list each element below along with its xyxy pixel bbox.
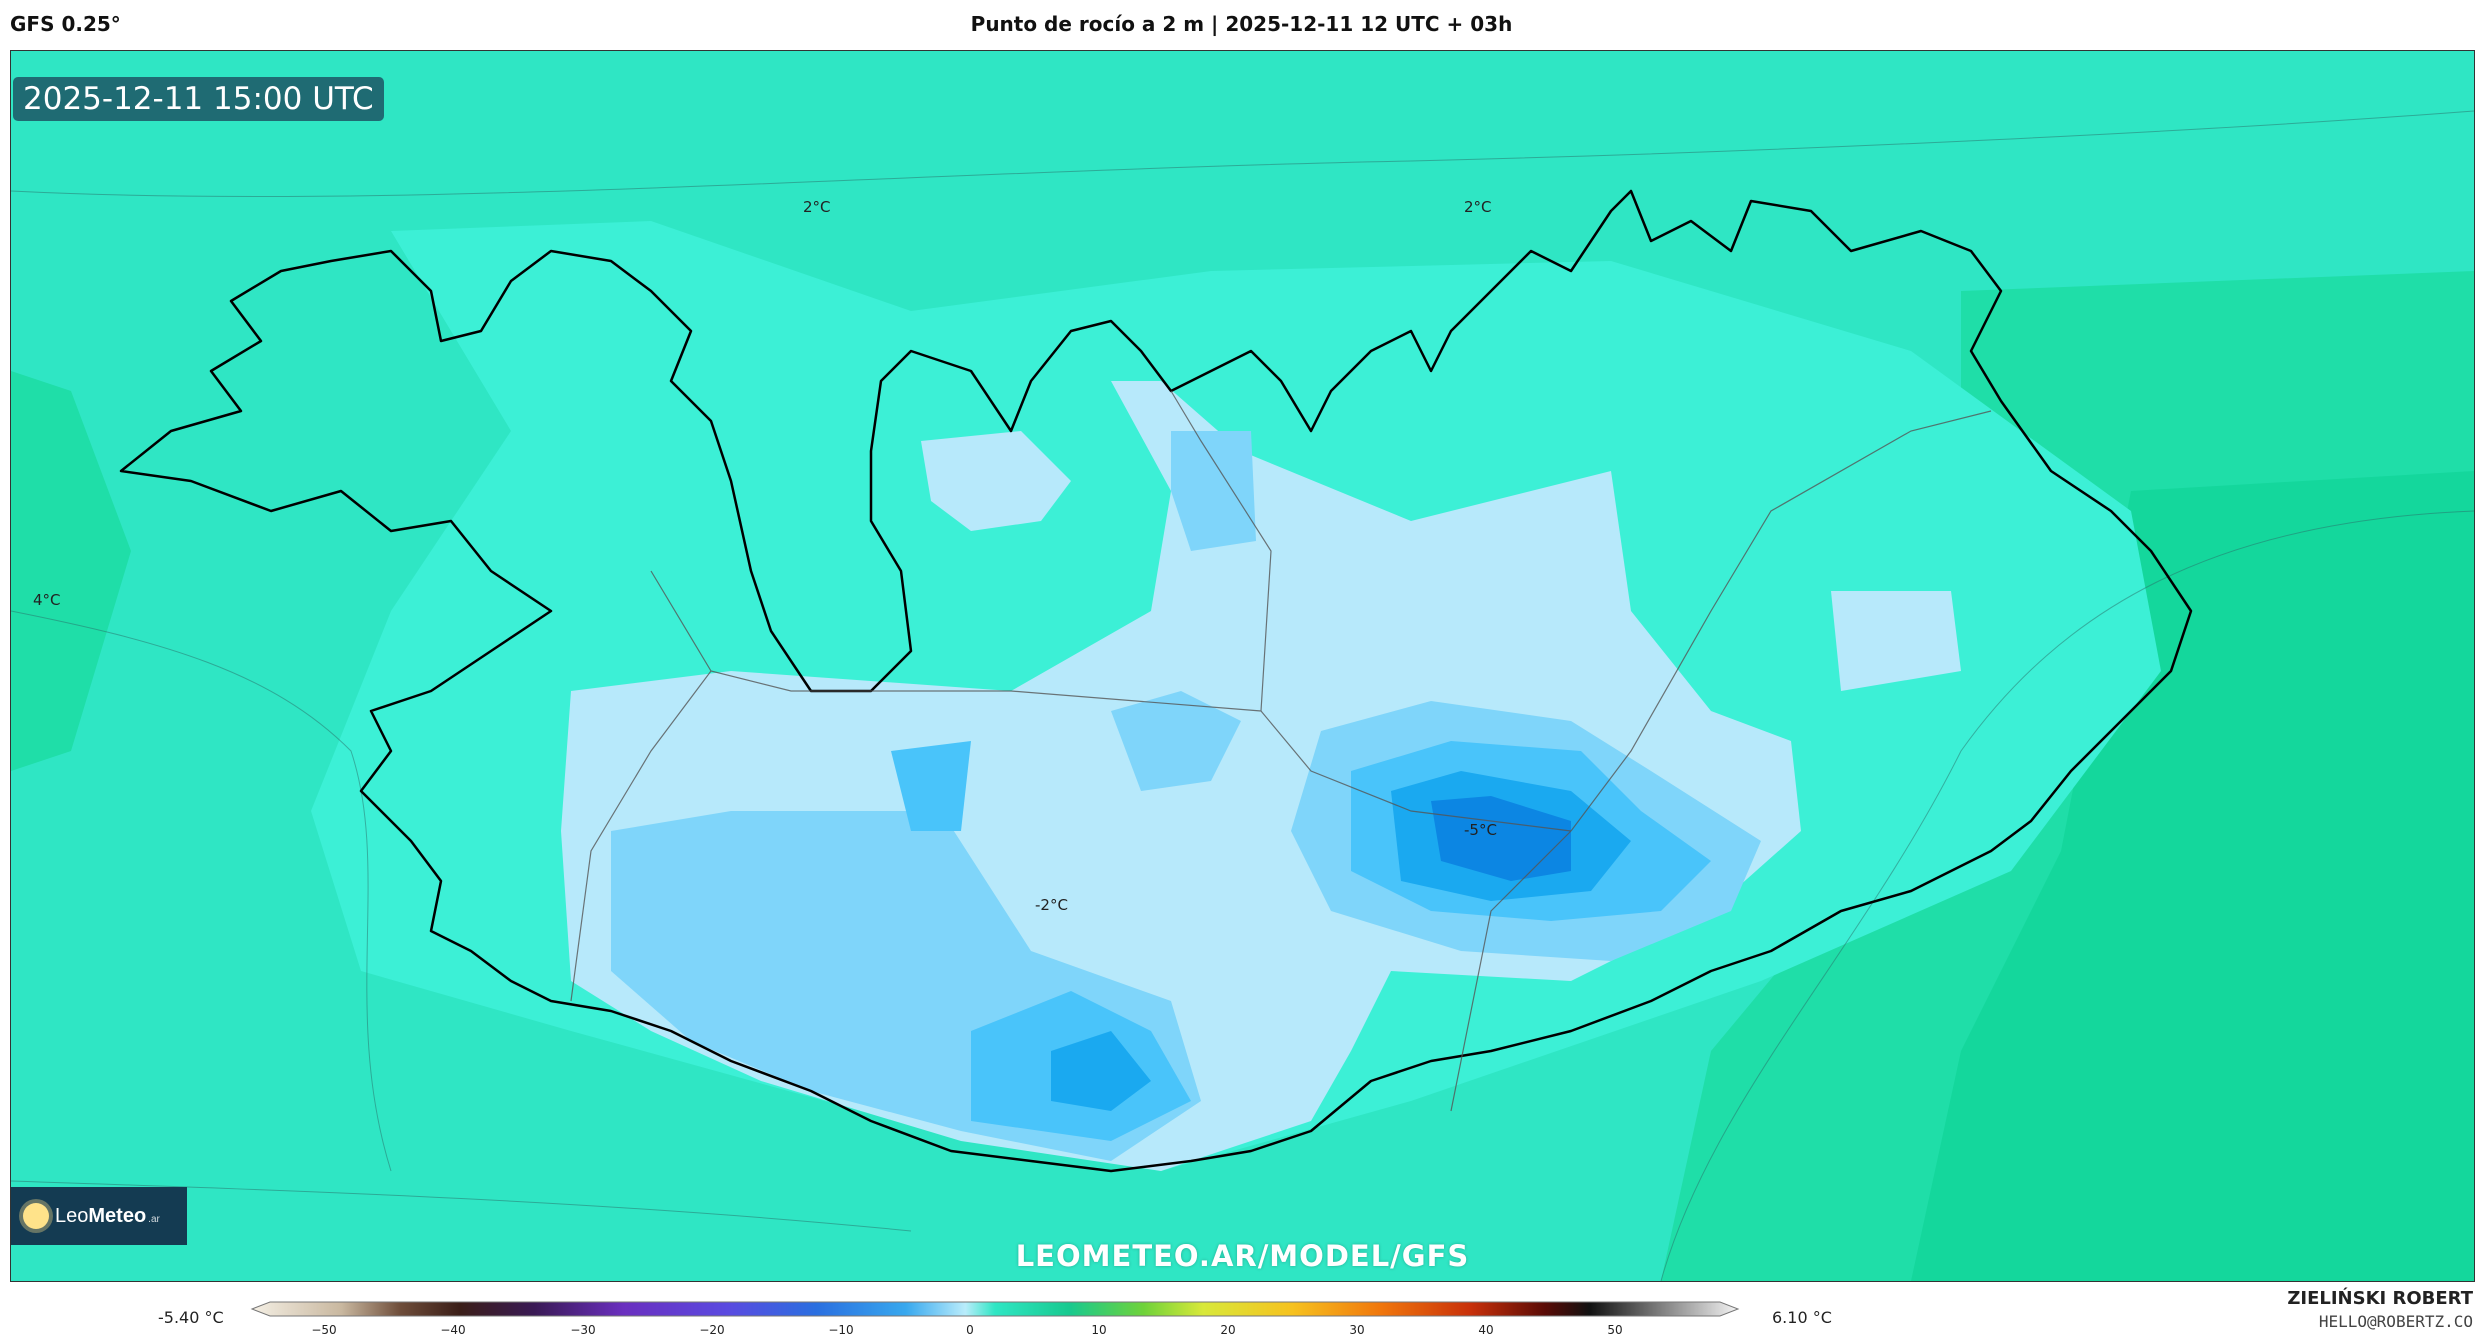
author-email[interactable]: HELLO@ROBERTZ.CO — [2318, 1312, 2473, 1331]
contour-label: 2°C — [1464, 198, 1492, 216]
author-name: ZIELIŃSKI ROBERT — [2287, 1288, 2473, 1309]
scale-tick: 30 — [1349, 1323, 1365, 1337]
valid-time-badge: 2025-12-11 15:00 UTC — [13, 77, 384, 121]
contour-label: -5°C — [1464, 821, 1497, 839]
scale-tick: −10 — [828, 1323, 854, 1337]
contour-label: -2°C — [1035, 896, 1068, 914]
map-title: Punto de rocío a 2 m | 2025-12-11 12 UTC… — [970, 12, 1513, 36]
leometeo-logo[interactable]: LeoMeteo .ar — [11, 1187, 187, 1245]
scale-tick: −50 — [311, 1323, 337, 1337]
scale-tick: −30 — [570, 1323, 596, 1337]
sun-icon — [23, 1203, 49, 1229]
scale-tick: 0 — [966, 1323, 974, 1337]
model-label: GFS 0.25° — [10, 12, 121, 36]
map-panel[interactable]: 2025-12-11 15:00 UTC 2°C 2°C 4°C -5°C -2… — [10, 50, 2475, 1282]
color-scale-bar — [250, 1301, 1740, 1317]
scale-tick: 10 — [1091, 1323, 1107, 1337]
legend-max-label: 6.10 °C — [1772, 1308, 1832, 1327]
source-watermark: LEOMETEO.AR/MODEL/GFS — [1015, 1239, 1470, 1273]
contour-label: 2°C — [803, 198, 831, 216]
legend-min-label: -5.40 °C — [158, 1308, 224, 1327]
scale-ticks: −50 −40 −30 −20 −10 0 10 20 30 40 50 — [0, 1323, 2483, 1337]
dewpoint-map — [11, 51, 2474, 1281]
scale-tick: −40 — [440, 1323, 466, 1337]
scale-tick: 50 — [1607, 1323, 1623, 1337]
scale-tick: 20 — [1220, 1323, 1236, 1337]
logo-text: LeoMeteo .ar — [55, 1204, 160, 1227]
contour-label: 4°C — [33, 591, 61, 609]
scale-tick: −20 — [699, 1323, 725, 1337]
scale-tick: 40 — [1478, 1323, 1494, 1337]
